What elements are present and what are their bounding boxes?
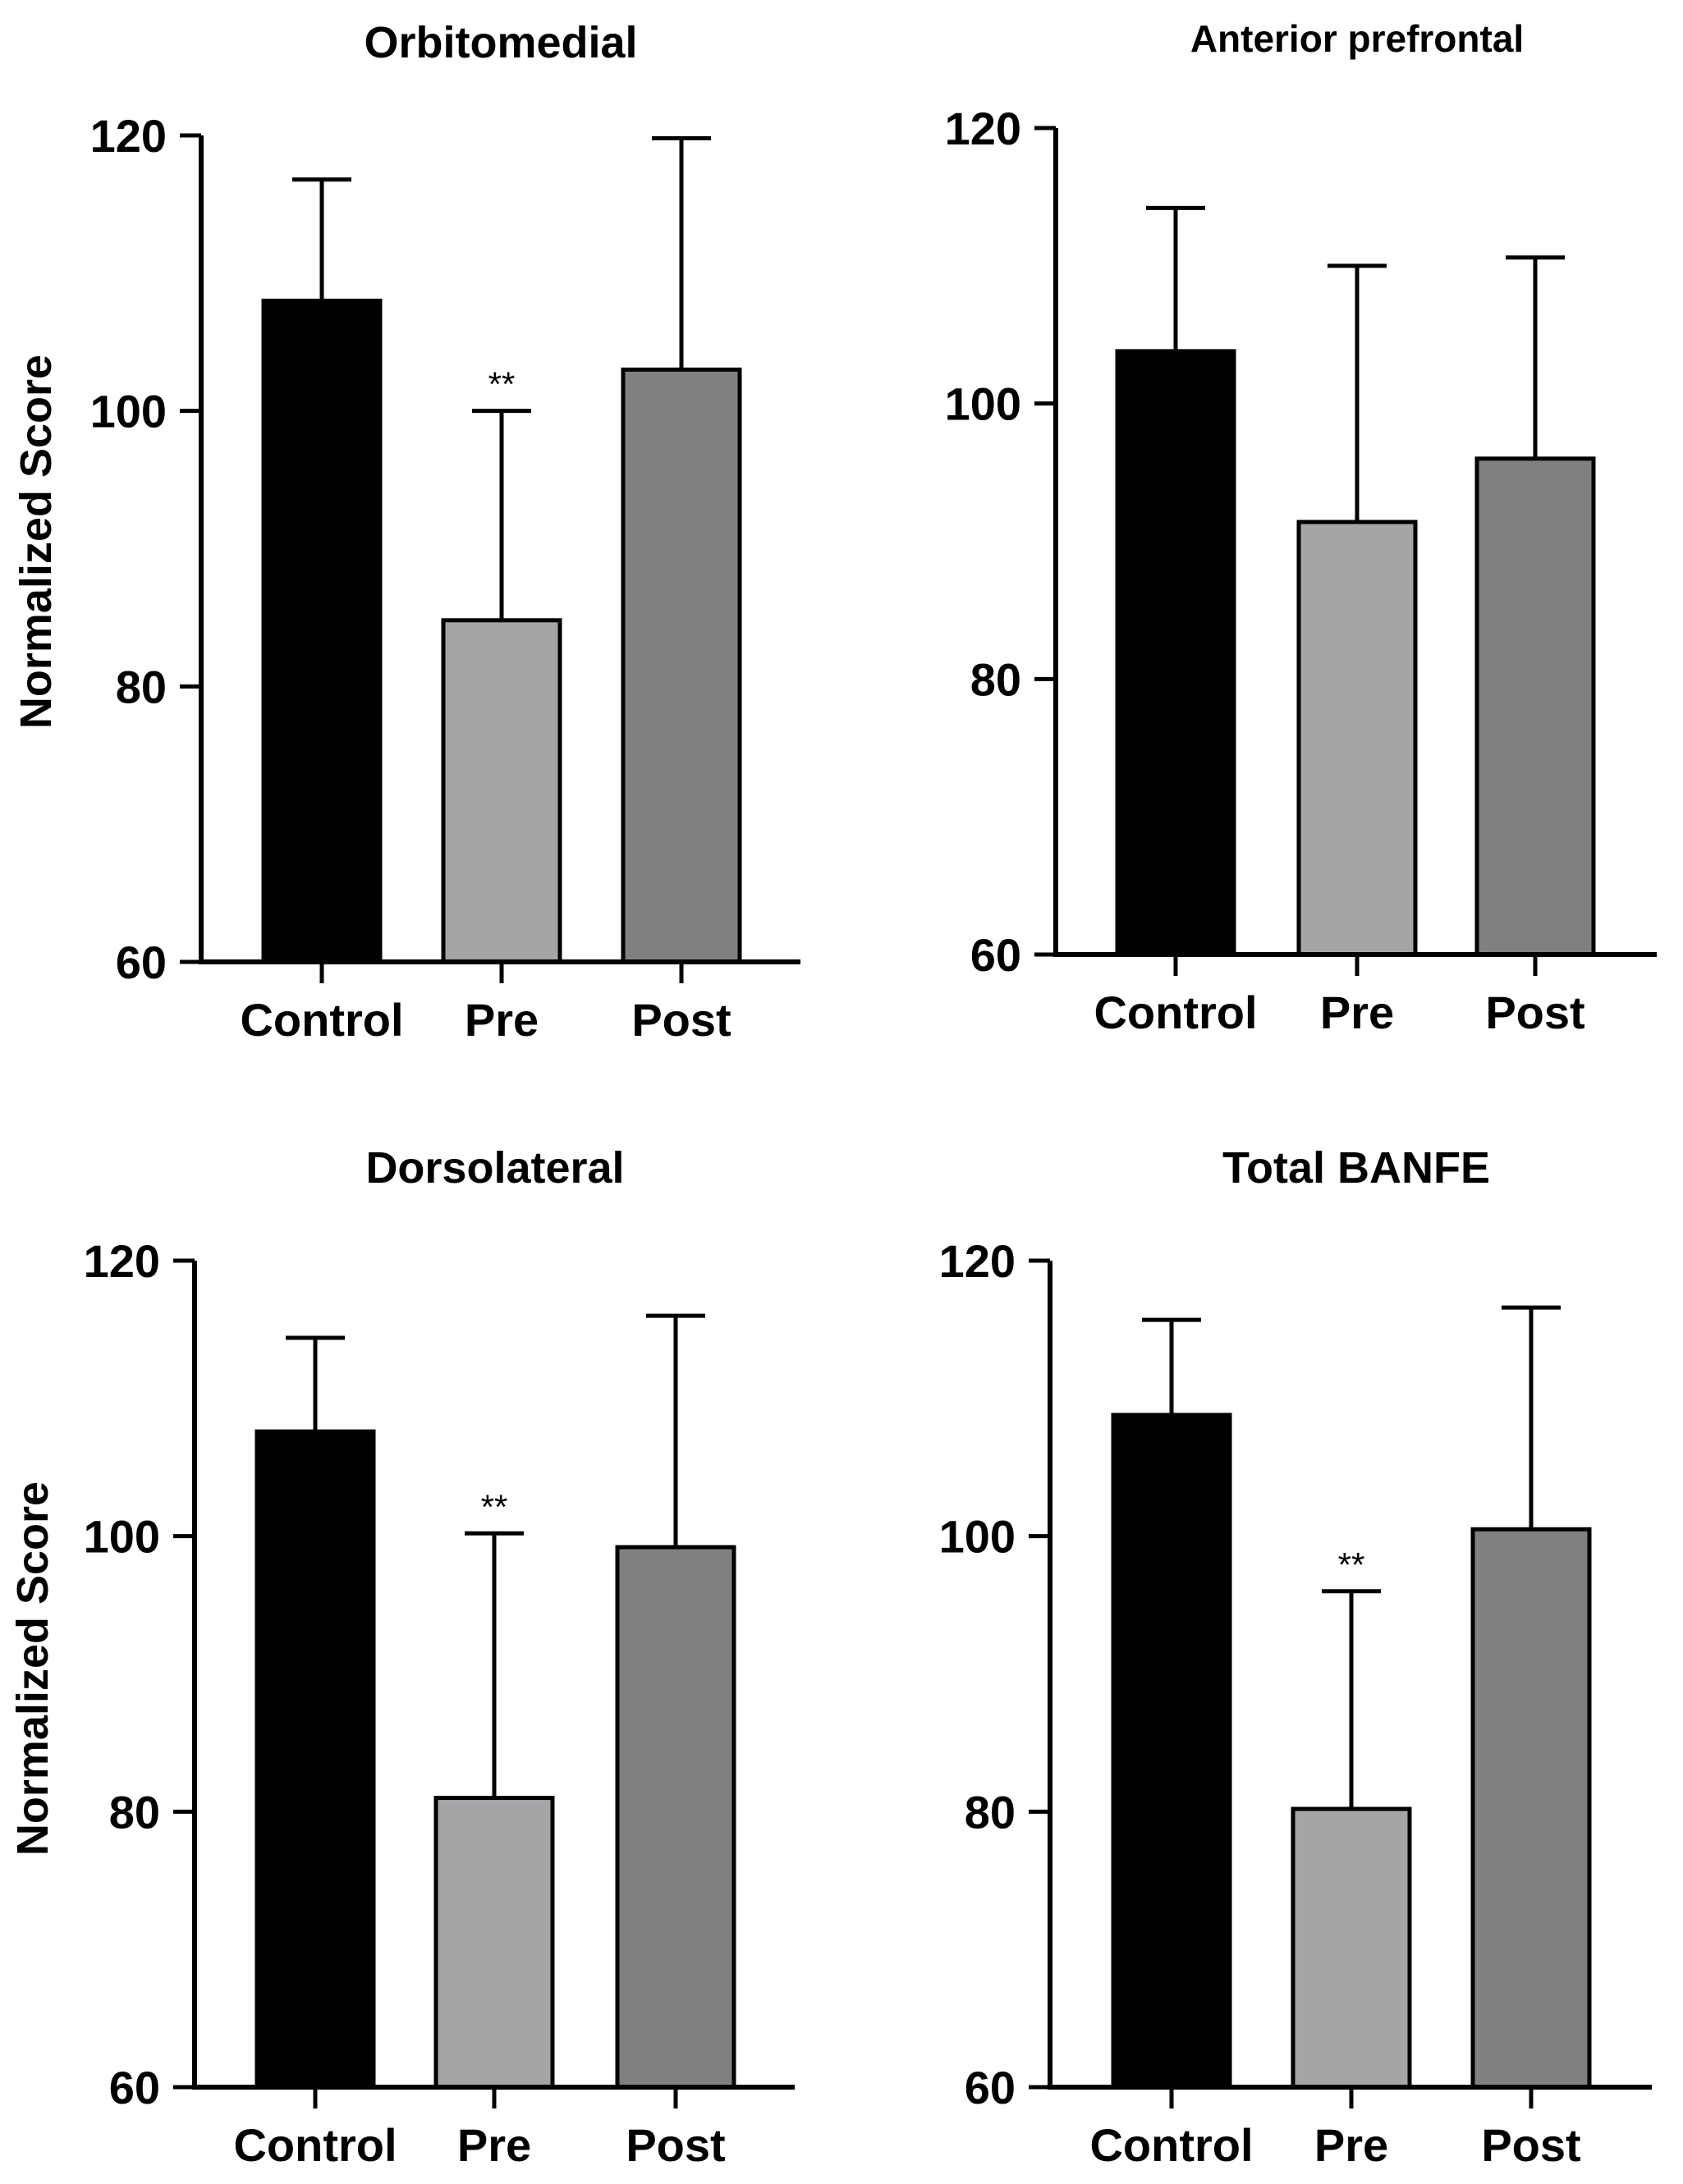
x-tick-label-post: Post bbox=[631, 994, 731, 1046]
x-tick-label-control: Control bbox=[240, 994, 403, 1046]
x-tick-label-pre: Pre bbox=[465, 994, 539, 1046]
bar-pre bbox=[441, 618, 562, 964]
y-tick-label: 120 bbox=[84, 1235, 160, 1287]
y-tick-label: 60 bbox=[965, 2062, 1016, 2113]
chart-title: Orbitomedial bbox=[364, 18, 637, 67]
bar-control bbox=[255, 1429, 376, 2090]
bar-post bbox=[621, 367, 742, 964]
bar-control bbox=[1115, 349, 1236, 957]
y-tick-label: 60 bbox=[109, 2062, 160, 2113]
x-tick-label-pre: Pre bbox=[457, 2119, 531, 2171]
y-tick-label: 80 bbox=[116, 661, 167, 712]
bar-pre bbox=[1296, 520, 1418, 957]
y-tick-label: 60 bbox=[116, 936, 167, 988]
y-tick-label: 80 bbox=[970, 653, 1021, 705]
y-tick-label: 120 bbox=[945, 103, 1021, 154]
y-tick-label: 120 bbox=[90, 110, 167, 162]
x-tick-label-control: Control bbox=[1089, 2119, 1253, 2171]
x-tick-label-post: Post bbox=[1481, 2119, 1580, 2171]
bar-pre bbox=[1291, 1806, 1412, 2090]
bar-control bbox=[1111, 1413, 1232, 2090]
chart-title: Anterior prefrontal bbox=[1190, 17, 1524, 60]
x-tick-label-post: Post bbox=[626, 2119, 725, 2171]
y-tick-label: 80 bbox=[965, 1786, 1016, 1838]
bar-post bbox=[615, 1545, 736, 2090]
y-axis-label: Normalized Score bbox=[11, 355, 61, 729]
bar-post bbox=[1474, 456, 1596, 957]
y-axis-label: Normalized Score bbox=[8, 1481, 57, 1856]
chart-title: Total BANFE bbox=[1222, 1143, 1490, 1193]
significance-marker: ** bbox=[488, 365, 516, 404]
chart-panel-3: Dorsolateral Normalized Score Control Pre **… bbox=[8, 1143, 795, 2171]
y-tick-label: 100 bbox=[945, 378, 1021, 430]
y-tick-label: 80 bbox=[109, 1786, 160, 1838]
significance-marker: ** bbox=[481, 1487, 508, 1526]
bar-pre bbox=[433, 1796, 555, 2090]
y-tick-label: 100 bbox=[90, 386, 167, 437]
x-tick-label-post: Post bbox=[1485, 987, 1584, 1038]
x-tick-label-pre: Pre bbox=[1314, 2119, 1388, 2171]
y-tick-label: 60 bbox=[970, 929, 1021, 981]
x-tick-label-control: Control bbox=[1094, 987, 1257, 1038]
significance-marker: ** bbox=[1338, 1545, 1365, 1584]
bar-control bbox=[261, 298, 383, 964]
chart-title: Dorsolateral bbox=[365, 1143, 624, 1193]
bar-post bbox=[1470, 1527, 1592, 2090]
y-tick-label: 100 bbox=[939, 1511, 1016, 1563]
y-tick-label: 120 bbox=[939, 1235, 1016, 1287]
x-tick-label-control: Control bbox=[233, 2119, 397, 2171]
chart-panel-2: Anterior prefrontal Control Pre Post 60 80 100… bbox=[945, 17, 1657, 1038]
y-tick-label: 100 bbox=[84, 1511, 160, 1563]
chart-panel-4: Total BANFE Control Pre ** Post 60 80 100 120 bbox=[939, 1143, 1652, 2171]
x-tick-label-pre: Pre bbox=[1320, 987, 1394, 1038]
chart-panel-1: Orbitomedial Normalized Score Control Pre **… bbox=[11, 18, 800, 1046]
